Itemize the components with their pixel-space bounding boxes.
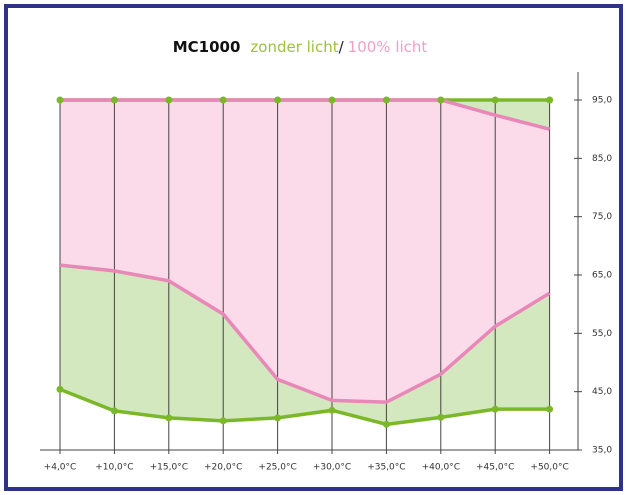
- x-tick-label: +30,0°C: [313, 463, 351, 473]
- y-tick-label: 45,0: [592, 387, 612, 397]
- y-tick-label: 85,0: [592, 154, 612, 164]
- point: [165, 414, 173, 422]
- point: [110, 407, 118, 415]
- point: [328, 96, 336, 104]
- point: [491, 405, 499, 413]
- point: [546, 96, 554, 104]
- title-separator: /: [339, 38, 345, 56]
- point: [274, 414, 282, 422]
- x-tick-label: +45,0°C: [476, 463, 514, 473]
- x-tick-label: +15,0°C: [150, 463, 188, 473]
- x-tick-label: +50,0°C: [530, 463, 568, 473]
- point: [274, 96, 282, 104]
- y-tick-label: 75,0: [592, 212, 612, 222]
- y-tick-label: 65,0: [592, 271, 612, 281]
- point: [491, 96, 499, 104]
- line: [60, 98, 551, 131]
- point: [56, 96, 64, 104]
- y-tick-label: 55,0: [592, 329, 612, 339]
- x-tick-label: +4,0°C: [44, 463, 77, 473]
- point: [382, 420, 390, 428]
- y-tick-label: 35,0: [592, 446, 612, 456]
- point: [546, 405, 554, 413]
- point: [437, 413, 445, 421]
- point: [110, 96, 118, 104]
- x-tick-label: +20,0°C: [204, 463, 242, 473]
- x-tick-label: +25,0°C: [258, 463, 296, 473]
- area: [60, 100, 550, 403]
- line: [59, 387, 550, 427]
- title-main: MC1000: [173, 38, 241, 56]
- title-series: 100% licht: [348, 38, 428, 56]
- x-tick-label: +10,0°C: [95, 463, 133, 473]
- chart-title: MC1000 zonder licht/100% licht: [173, 38, 428, 56]
- x-tick-label: +35,0°C: [367, 463, 405, 473]
- point: [219, 96, 227, 104]
- point: [56, 385, 64, 393]
- point: [165, 96, 173, 104]
- point: [437, 96, 445, 104]
- x-tick-label: +40,0°C: [422, 463, 460, 473]
- line: [59, 263, 551, 404]
- point: [328, 406, 336, 414]
- y-tick-label: 95,0: [592, 96, 612, 106]
- point: [219, 417, 227, 425]
- title-series: zonder licht: [250, 38, 338, 56]
- point: [382, 96, 390, 104]
